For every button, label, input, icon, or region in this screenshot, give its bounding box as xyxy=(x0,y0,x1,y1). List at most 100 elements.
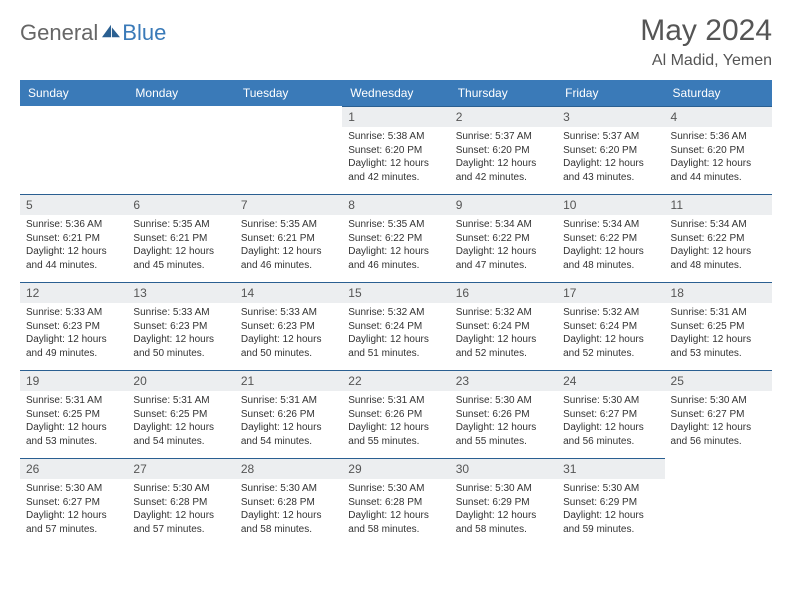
day-number: 26 xyxy=(20,458,127,479)
day-info: Sunrise: 5:37 AMSunset: 6:20 PMDaylight:… xyxy=(557,127,664,190)
day-number: 4 xyxy=(665,106,772,127)
day-info: Sunrise: 5:30 AMSunset: 6:29 PMDaylight:… xyxy=(450,479,557,542)
day-info: Sunrise: 5:31 AMSunset: 6:26 PMDaylight:… xyxy=(342,391,449,454)
day-header: Wednesday xyxy=(342,80,449,106)
calendar-cell: 31Sunrise: 5:30 AMSunset: 6:29 PMDayligh… xyxy=(557,458,664,546)
day-number: 16 xyxy=(450,282,557,303)
day-number: 11 xyxy=(665,194,772,215)
calendar-cell: 18Sunrise: 5:31 AMSunset: 6:25 PMDayligh… xyxy=(665,282,772,370)
calendar-cell: 20Sunrise: 5:31 AMSunset: 6:25 PMDayligh… xyxy=(127,370,234,458)
calendar-week-row: 12Sunrise: 5:33 AMSunset: 6:23 PMDayligh… xyxy=(20,282,772,370)
day-info: Sunrise: 5:38 AMSunset: 6:20 PMDaylight:… xyxy=(342,127,449,190)
day-number: 14 xyxy=(235,282,342,303)
day-header: Monday xyxy=(127,80,234,106)
day-header: Friday xyxy=(557,80,664,106)
day-info: Sunrise: 5:30 AMSunset: 6:26 PMDaylight:… xyxy=(450,391,557,454)
day-info: Sunrise: 5:35 AMSunset: 6:21 PMDaylight:… xyxy=(127,215,234,278)
calendar-cell: 19Sunrise: 5:31 AMSunset: 6:25 PMDayligh… xyxy=(20,370,127,458)
day-header: Thursday xyxy=(450,80,557,106)
day-number: 15 xyxy=(342,282,449,303)
calendar-cell: 17Sunrise: 5:32 AMSunset: 6:24 PMDayligh… xyxy=(557,282,664,370)
calendar-cell: 11Sunrise: 5:34 AMSunset: 6:22 PMDayligh… xyxy=(665,194,772,282)
day-number: 19 xyxy=(20,370,127,391)
day-number: 13 xyxy=(127,282,234,303)
calendar-cell: 8Sunrise: 5:35 AMSunset: 6:22 PMDaylight… xyxy=(342,194,449,282)
calendar-week-row: 26Sunrise: 5:30 AMSunset: 6:27 PMDayligh… xyxy=(20,458,772,546)
day-number: 9 xyxy=(450,194,557,215)
calendar-cell: 9Sunrise: 5:34 AMSunset: 6:22 PMDaylight… xyxy=(450,194,557,282)
day-number: 2 xyxy=(450,106,557,127)
day-info: Sunrise: 5:33 AMSunset: 6:23 PMDaylight:… xyxy=(20,303,127,366)
logo-text-general: General xyxy=(20,20,98,46)
calendar-header-row: SundayMondayTuesdayWednesdayThursdayFrid… xyxy=(20,80,772,106)
calendar-cell: 29Sunrise: 5:30 AMSunset: 6:28 PMDayligh… xyxy=(342,458,449,546)
calendar-cell: 30Sunrise: 5:30 AMSunset: 6:29 PMDayligh… xyxy=(450,458,557,546)
calendar-cell: 13Sunrise: 5:33 AMSunset: 6:23 PMDayligh… xyxy=(127,282,234,370)
day-number: 29 xyxy=(342,458,449,479)
header: General Blue May 2024 Al Madid, Yemen xyxy=(20,14,772,70)
calendar-cell: 27Sunrise: 5:30 AMSunset: 6:28 PMDayligh… xyxy=(127,458,234,546)
day-info: Sunrise: 5:30 AMSunset: 6:29 PMDaylight:… xyxy=(557,479,664,542)
calendar-cell: 1Sunrise: 5:38 AMSunset: 6:20 PMDaylight… xyxy=(342,106,449,194)
day-info: Sunrise: 5:30 AMSunset: 6:27 PMDaylight:… xyxy=(665,391,772,454)
logo: General Blue xyxy=(20,20,166,46)
day-number: 22 xyxy=(342,370,449,391)
day-number: 27 xyxy=(127,458,234,479)
calendar-cell: 14Sunrise: 5:33 AMSunset: 6:23 PMDayligh… xyxy=(235,282,342,370)
calendar-cell: .. xyxy=(665,458,772,546)
calendar-cell: 4Sunrise: 5:36 AMSunset: 6:20 PMDaylight… xyxy=(665,106,772,194)
day-info: Sunrise: 5:33 AMSunset: 6:23 PMDaylight:… xyxy=(127,303,234,366)
title-block: May 2024 Al Madid, Yemen xyxy=(640,14,772,70)
day-info: Sunrise: 5:34 AMSunset: 6:22 PMDaylight:… xyxy=(665,215,772,278)
day-info: Sunrise: 5:36 AMSunset: 6:21 PMDaylight:… xyxy=(20,215,127,278)
day-number: 25 xyxy=(665,370,772,391)
day-header: Saturday xyxy=(665,80,772,106)
calendar-cell: .. xyxy=(127,106,234,194)
calendar-cell: .. xyxy=(20,106,127,194)
calendar-cell: 7Sunrise: 5:35 AMSunset: 6:21 PMDaylight… xyxy=(235,194,342,282)
day-number: 12 xyxy=(20,282,127,303)
day-info: Sunrise: 5:36 AMSunset: 6:20 PMDaylight:… xyxy=(665,127,772,190)
day-info: Sunrise: 5:31 AMSunset: 6:25 PMDaylight:… xyxy=(20,391,127,454)
calendar-cell: 26Sunrise: 5:30 AMSunset: 6:27 PMDayligh… xyxy=(20,458,127,546)
calendar-cell: 16Sunrise: 5:32 AMSunset: 6:24 PMDayligh… xyxy=(450,282,557,370)
day-header: Sunday xyxy=(20,80,127,106)
calendar-week-row: 19Sunrise: 5:31 AMSunset: 6:25 PMDayligh… xyxy=(20,370,772,458)
day-info: Sunrise: 5:32 AMSunset: 6:24 PMDaylight:… xyxy=(450,303,557,366)
day-info: Sunrise: 5:30 AMSunset: 6:27 PMDaylight:… xyxy=(557,391,664,454)
day-number: 1 xyxy=(342,106,449,127)
calendar-cell: 21Sunrise: 5:31 AMSunset: 6:26 PMDayligh… xyxy=(235,370,342,458)
calendar-cell: 23Sunrise: 5:30 AMSunset: 6:26 PMDayligh… xyxy=(450,370,557,458)
day-info: Sunrise: 5:35 AMSunset: 6:22 PMDaylight:… xyxy=(342,215,449,278)
day-info: Sunrise: 5:30 AMSunset: 6:28 PMDaylight:… xyxy=(127,479,234,542)
day-number: 3 xyxy=(557,106,664,127)
calendar-cell: 12Sunrise: 5:33 AMSunset: 6:23 PMDayligh… xyxy=(20,282,127,370)
day-number: 7 xyxy=(235,194,342,215)
calendar-cell: 6Sunrise: 5:35 AMSunset: 6:21 PMDaylight… xyxy=(127,194,234,282)
calendar-cell: .. xyxy=(235,106,342,194)
day-info: Sunrise: 5:31 AMSunset: 6:25 PMDaylight:… xyxy=(665,303,772,366)
day-number: 23 xyxy=(450,370,557,391)
calendar-cell: 25Sunrise: 5:30 AMSunset: 6:27 PMDayligh… xyxy=(665,370,772,458)
calendar-cell: 2Sunrise: 5:37 AMSunset: 6:20 PMDaylight… xyxy=(450,106,557,194)
day-number: 20 xyxy=(127,370,234,391)
calendar-cell: 15Sunrise: 5:32 AMSunset: 6:24 PMDayligh… xyxy=(342,282,449,370)
logo-sail-icon xyxy=(102,24,120,38)
location: Al Madid, Yemen xyxy=(640,52,772,70)
calendar-cell: 22Sunrise: 5:31 AMSunset: 6:26 PMDayligh… xyxy=(342,370,449,458)
day-number: 24 xyxy=(557,370,664,391)
day-info: Sunrise: 5:30 AMSunset: 6:28 PMDaylight:… xyxy=(235,479,342,542)
day-info: Sunrise: 5:30 AMSunset: 6:27 PMDaylight:… xyxy=(20,479,127,542)
calendar: SundayMondayTuesdayWednesdayThursdayFrid… xyxy=(20,80,772,546)
logo-text-blue: Blue xyxy=(122,20,166,46)
calendar-cell: 5Sunrise: 5:36 AMSunset: 6:21 PMDaylight… xyxy=(20,194,127,282)
day-info: Sunrise: 5:32 AMSunset: 6:24 PMDaylight:… xyxy=(342,303,449,366)
day-number: 21 xyxy=(235,370,342,391)
day-header: Tuesday xyxy=(235,80,342,106)
calendar-week-row: ......1Sunrise: 5:38 AMSunset: 6:20 PMDa… xyxy=(20,106,772,194)
day-number: 8 xyxy=(342,194,449,215)
calendar-week-row: 5Sunrise: 5:36 AMSunset: 6:21 PMDaylight… xyxy=(20,194,772,282)
day-number: 18 xyxy=(665,282,772,303)
calendar-body: ......1Sunrise: 5:38 AMSunset: 6:20 PMDa… xyxy=(20,106,772,546)
calendar-cell: 28Sunrise: 5:30 AMSunset: 6:28 PMDayligh… xyxy=(235,458,342,546)
